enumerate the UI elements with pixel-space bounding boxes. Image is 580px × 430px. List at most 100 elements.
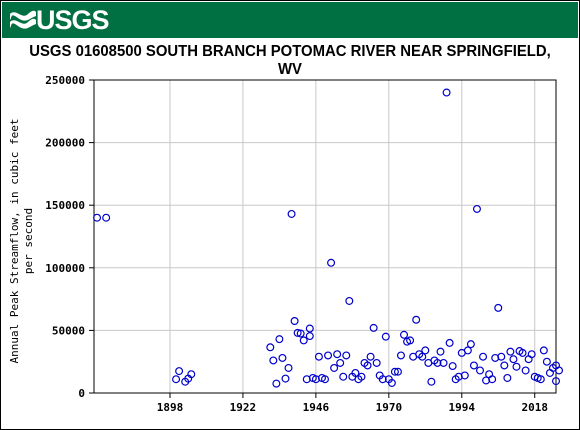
data-point — [287, 209, 296, 218]
data-point — [503, 373, 512, 382]
data-point — [476, 366, 485, 375]
x-tick-label: 1970 — [376, 401, 403, 414]
data-point — [506, 347, 515, 356]
data-point — [406, 336, 415, 345]
data-point — [272, 379, 281, 388]
data-point — [418, 352, 427, 361]
data-point — [284, 363, 293, 372]
data-point — [345, 296, 354, 305]
usgs-logo-text: USGS — [36, 5, 110, 35]
data-point — [542, 357, 551, 366]
data-point — [485, 370, 494, 379]
data-point — [281, 374, 290, 383]
data-point — [296, 329, 305, 338]
data-point — [500, 361, 509, 370]
data-point — [369, 323, 378, 332]
data-point — [527, 350, 536, 359]
usgs-wave-icon — [10, 10, 36, 29]
data-point — [324, 351, 333, 360]
x-tick-label: 1922 — [230, 401, 257, 414]
data-point — [351, 368, 360, 377]
y-axis-label-line-2: per second — [22, 208, 35, 274]
x-tick-label: 2018 — [521, 401, 548, 414]
chart-title: USGS 01608500 SOUTH BRANCH POTOMAC RIVER… — [29, 43, 551, 78]
data-point — [290, 317, 299, 326]
data-point — [357, 372, 366, 381]
y-axis-label-line-1: Annual Peak Streamflow, in cubic feet — [8, 118, 21, 363]
data-point — [433, 358, 442, 367]
data-point — [175, 367, 184, 376]
y-tick-label: 100000 — [45, 262, 85, 275]
y-tick-label: 150000 — [45, 199, 85, 212]
data-point — [266, 343, 275, 352]
y-tick-label: 200000 — [45, 137, 85, 150]
data-point — [509, 355, 518, 364]
x-tick-label: 1946 — [303, 401, 330, 414]
data-point — [442, 88, 451, 97]
data-point — [445, 338, 454, 347]
data-point — [333, 350, 342, 359]
data-point — [305, 324, 314, 333]
data-point — [305, 332, 314, 341]
usgs-banner: USGS — [2, 2, 578, 38]
data-point — [336, 358, 345, 367]
data-point — [327, 258, 336, 267]
data-point — [400, 330, 409, 339]
data-point — [463, 346, 472, 355]
data-point — [321, 375, 330, 384]
data-point — [512, 362, 521, 371]
data-point — [421, 346, 430, 355]
data-point — [466, 340, 475, 349]
data-point — [393, 367, 402, 376]
data-point — [497, 352, 506, 361]
grid-layer — [94, 79, 556, 394]
data-point — [299, 336, 308, 345]
y-tick-label: 50000 — [52, 324, 85, 337]
data-point — [460, 371, 469, 380]
data-point — [387, 378, 396, 387]
y-tick-label: 250000 — [45, 74, 85, 87]
data-point — [521, 366, 530, 375]
data-point — [390, 367, 399, 376]
data-point — [472, 204, 481, 213]
data-point — [488, 375, 497, 384]
data-point — [469, 361, 478, 370]
data-point — [412, 315, 421, 324]
data-point — [448, 362, 457, 371]
data-point — [551, 377, 560, 386]
data-point — [314, 352, 323, 361]
data-point — [427, 377, 436, 386]
data-point — [439, 358, 448, 367]
data-point — [436, 347, 445, 356]
x-tick-label: 1994 — [449, 401, 476, 414]
plot-area — [93, 79, 557, 394]
data-point — [494, 303, 503, 312]
data-point — [269, 356, 278, 365]
point-layer — [93, 88, 564, 388]
x-tick-label: 1898 — [157, 401, 184, 414]
data-point — [518, 348, 527, 357]
data-point — [93, 213, 102, 222]
y-tick-label: 0 — [78, 387, 85, 400]
data-point — [378, 375, 387, 384]
data-point — [366, 352, 375, 361]
data-point — [278, 353, 287, 362]
data-point — [479, 352, 488, 361]
data-point — [536, 375, 545, 384]
data-point — [396, 351, 405, 360]
data-point — [187, 370, 196, 379]
data-point — [539, 346, 548, 355]
data-point — [342, 351, 351, 360]
data-point — [545, 368, 554, 377]
data-point — [172, 375, 181, 384]
data-point — [363, 361, 372, 370]
data-point — [555, 366, 564, 375]
data-point — [381, 332, 390, 341]
data-point — [330, 363, 339, 372]
data-point — [102, 213, 111, 222]
data-point — [372, 358, 381, 367]
tick-layer: 1898 1922 1946 1970 1994 2018 0 50000 100000 1500… — [45, 74, 548, 414]
data-point — [339, 372, 348, 381]
